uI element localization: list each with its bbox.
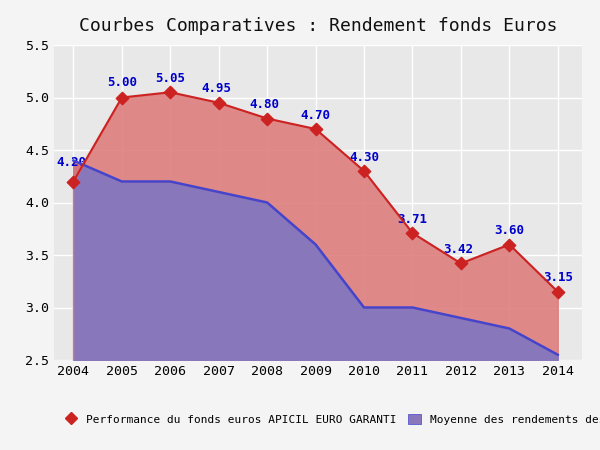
Text: 4.30: 4.30 (349, 151, 379, 164)
Text: 5.05: 5.05 (155, 72, 185, 85)
Text: 3.15: 3.15 (543, 271, 573, 284)
Legend: Performance du fonds euros APICIL EURO GARANTI, Moyenne des rendements des fonds: Performance du fonds euros APICIL EURO G… (59, 410, 600, 429)
Point (456, 260, 466, 267)
Text: 4.20: 4.20 (56, 156, 86, 169)
Text: 4.80: 4.80 (250, 98, 280, 111)
Title: Courbes Comparatives : Rendement fonds Euros: Courbes Comparatives : Rendement fonds E… (79, 17, 557, 35)
Point (407, 230, 417, 237)
Point (166, 89, 175, 96)
Point (311, 126, 320, 133)
Point (359, 167, 369, 175)
Text: 5.00: 5.00 (107, 76, 137, 89)
Text: 3.42: 3.42 (443, 243, 473, 256)
Text: 3.60: 3.60 (494, 224, 524, 237)
Point (505, 241, 514, 248)
Point (214, 99, 223, 106)
Text: 4.70: 4.70 (301, 108, 331, 122)
Text: 4.95: 4.95 (201, 82, 231, 95)
Point (117, 94, 127, 101)
Point (68, 178, 78, 185)
Point (553, 288, 563, 295)
Point (262, 115, 272, 122)
Text: 3.71: 3.71 (397, 212, 427, 225)
